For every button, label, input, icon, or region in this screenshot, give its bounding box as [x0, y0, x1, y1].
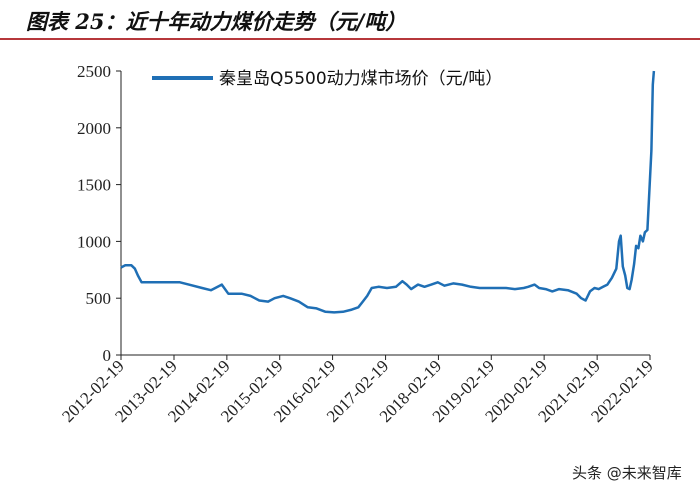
y-tick-label: 1500	[77, 176, 111, 195]
legend-label: 秦皇岛Q5500动力煤市场价（元/吨）	[219, 69, 502, 89]
series-layer	[120, 70, 656, 314]
figure-title-bar: 图表 25：近十年动力煤价走势（元/吨）	[0, 0, 700, 40]
y-tick-label: 1000	[77, 232, 111, 251]
coal-price-line-chart: 0 500 1000 1500 2000 2500 2012-02-192013-02-1…	[58, 62, 657, 426]
y-tick-label: 2000	[77, 119, 111, 138]
x-axis: 2012-02-192013-02-192014-02-192015-02-19…	[58, 354, 657, 426]
y-axis: 0 500 1000 1500 2000 2500	[77, 62, 122, 365]
y-tick-label: 500	[86, 289, 112, 308]
y-tick-label: 2500	[77, 62, 111, 81]
figure-title: 图表 25：近十年动力煤价走势（元/吨）	[26, 9, 407, 34]
y-tick-label: 0	[103, 346, 112, 365]
legend: 秦皇岛Q5500动力煤市场价（元/吨）	[152, 69, 502, 89]
watermark: 头条 @未来智库	[572, 464, 682, 482]
series-line	[120, 70, 656, 314]
